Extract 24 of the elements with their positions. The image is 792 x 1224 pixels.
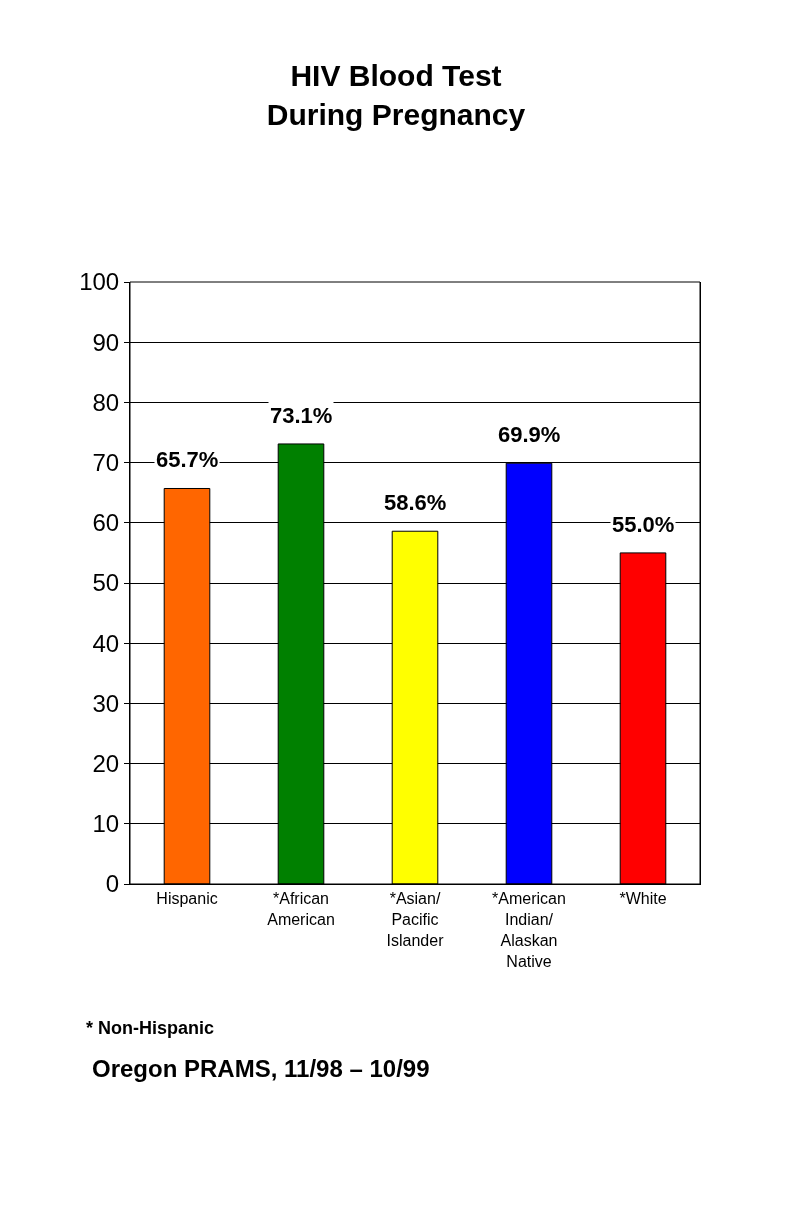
y-tick-label: 50 (92, 569, 120, 597)
y-tick-label: 40 (92, 629, 120, 657)
text: * Non-Hispanic (86, 1018, 215, 1038)
y-tick-label: 90 (92, 328, 120, 356)
data-label: 55.0% (612, 512, 675, 537)
y-tick-label: 60 (92, 509, 120, 537)
data-label: 65.7% (156, 447, 219, 472)
y-tick-label: 70 (92, 449, 120, 476)
data-label: 58.6% (384, 490, 447, 515)
y-tick-label: 0 (105, 870, 120, 898)
chart-title: HIV Blood Test During Pregnancy (266, 58, 526, 131)
x-tick-label: Hispanic (156, 890, 218, 908)
y-tick-label: 80 (92, 388, 120, 416)
data-label: 69.9% (498, 422, 561, 447)
text: Oregon PRAMS, 11/98 – 10/99 (92, 1055, 430, 1082)
y-tick-label: 100 (79, 268, 120, 296)
data-label: 73.1% (270, 403, 333, 428)
y-tick-label: 30 (92, 689, 120, 717)
y-tick-label: 20 (92, 750, 120, 777)
x-tick-label: *Asian/ Pacific Islander (386, 890, 445, 949)
y-tick-label: 10 (92, 810, 120, 838)
x-tick-label: *African American (267, 890, 335, 928)
x-tick-label: *White (619, 890, 667, 908)
x-tick-label: *American Indian/ Alaskan Native (492, 890, 566, 970)
